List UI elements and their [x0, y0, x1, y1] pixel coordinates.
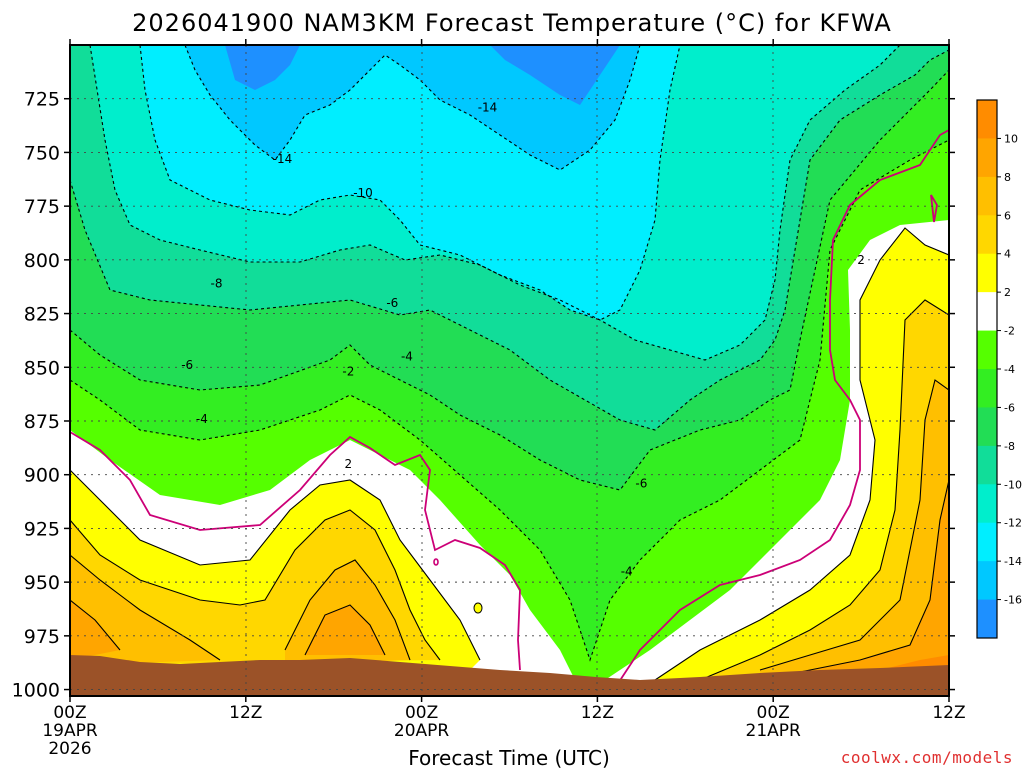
- x-tick-sublabel: 2026: [48, 739, 91, 759]
- band-minus-14: [185, 45, 640, 170]
- contour-label: -14: [273, 152, 293, 166]
- contour-label: -6: [386, 296, 398, 310]
- colorbar-bin: [977, 176, 997, 216]
- colorbar-label: -6: [1004, 401, 1015, 414]
- contour-zero-right: [614, 129, 949, 689]
- y-tick-label: 850: [24, 357, 60, 379]
- contour-label: -6: [635, 476, 647, 490]
- x-tick-label: 12Z: [581, 703, 614, 723]
- contour-label: -4: [196, 412, 208, 426]
- contour-label: -6: [181, 358, 193, 372]
- x-tick-label: 00Z: [405, 703, 438, 723]
- colorbar-bin: [977, 445, 997, 485]
- contour-label: 2: [857, 253, 865, 267]
- contour-lines: [70, 45, 949, 691]
- y-tick-label: 950: [24, 572, 60, 594]
- y-tick-label: 900: [24, 465, 60, 487]
- contour-minus-10: [89, 45, 901, 361]
- colorbar-bin: [977, 100, 997, 139]
- colorbar-label: -4: [1004, 363, 1015, 376]
- contour-label: -14: [478, 100, 498, 114]
- colorbar-bin: [977, 138, 997, 178]
- y-tick-label: 725: [24, 89, 60, 111]
- colorbar-label: 6: [1004, 209, 1011, 222]
- small-closed-contour: [473, 602, 483, 614]
- colorbar-label: 2: [1004, 286, 1011, 299]
- y-tick-label: 775: [24, 196, 60, 218]
- contour-plus-2-left: [70, 469, 481, 661]
- colorbar-bin: [977, 599, 997, 639]
- contour-plus-8: [70, 479, 949, 673]
- contour-zero-small: [930, 194, 938, 223]
- contour-minus-4: [70, 139, 949, 662]
- colorbar-bin: [977, 522, 997, 562]
- site-credit[interactable]: coolwx.com/models: [841, 748, 1013, 767]
- colorbar-label: -10: [1004, 478, 1022, 491]
- colorbar-label: 8: [1004, 171, 1011, 184]
- chart-title: 2026041900 NAM3KM Forecast Temperature (…: [132, 9, 892, 37]
- contour-label: -2: [342, 365, 354, 379]
- colorbar-label: -8: [1004, 440, 1015, 453]
- x-tick-sublabel: 20APR: [394, 721, 450, 741]
- colorbar-bin: [977, 561, 997, 601]
- contour-label: -4: [621, 564, 633, 578]
- contour-minus-12: [139, 45, 681, 321]
- contour-label: -10: [353, 186, 373, 200]
- x-tick-label: 00Z: [53, 703, 86, 723]
- colorbar-label: 10: [1004, 132, 1018, 145]
- x-tick-sublabel: 19APR: [42, 721, 98, 741]
- terrain-ground: [70, 655, 949, 696]
- contour-plus-6: [70, 379, 949, 671]
- colorbar-label: -16: [1004, 594, 1022, 607]
- colorbar-bin: [977, 292, 997, 332]
- contour-label: -8: [211, 276, 223, 290]
- colorbar-bin: [977, 369, 997, 408]
- colorbar-bin: [977, 484, 997, 524]
- contour-plus-2-right: [639, 227, 949, 691]
- colorbar-bin: [977, 330, 997, 370]
- colorbar: 10 8 6 4 2 -2 -4 -6 -8 -10 -12 -14 -16: [976, 99, 1022, 639]
- contour-zero-left: [70, 431, 521, 671]
- band-plus-4: [70, 300, 949, 696]
- x-axis-label: Forecast Time (UTC): [408, 746, 610, 768]
- y-tick-label: 925: [24, 518, 60, 540]
- contour-label: -4: [401, 350, 413, 364]
- temperature-field: -14 -14 -10 -8 -6 -6 -4 -4 -2 2 -6 -4 2: [70, 45, 949, 696]
- y-axis: 725 750 775 800 825 850 875 900 925 950 975 1000: [12, 89, 955, 702]
- contour-labels: -14 -14 -10 -8 -6 -6 -4 -4 -2 2 -6 -4 2: [181, 100, 865, 578]
- colorbar-bin: [977, 407, 997, 447]
- contours-zero-degree: [70, 129, 949, 689]
- contour-minus-6: [70, 69, 949, 491]
- y-tick-label: 1000: [12, 680, 60, 702]
- colorbar-label: 4: [1004, 248, 1011, 261]
- contour-label: 2: [345, 457, 353, 471]
- colorbar-bin: [977, 215, 997, 255]
- small-magenta-dot: [433, 558, 439, 566]
- colorbar-bin: [977, 253, 997, 293]
- x-tick-sublabel: 21APR: [746, 721, 802, 741]
- y-tick-label: 750: [24, 142, 60, 164]
- x-tick-label: 00Z: [757, 703, 790, 723]
- x-tick-label: 12Z: [932, 703, 965, 723]
- colorbar-label: -14: [1004, 555, 1022, 568]
- colorbar-label: -12: [1004, 517, 1022, 530]
- plot-frame: [69, 44, 950, 697]
- y-tick-label: 800: [24, 250, 60, 272]
- y-tick-label: 825: [24, 304, 60, 326]
- y-tick-label: 875: [24, 411, 60, 433]
- y-tick-label: 975: [24, 626, 60, 648]
- x-tick-label: 12Z: [229, 703, 262, 723]
- band-minus-16: [225, 45, 620, 105]
- contour-plus-4-right: [699, 299, 949, 681]
- colorbar-label: -2: [1004, 325, 1015, 338]
- contour-plus-4-left: [70, 509, 441, 661]
